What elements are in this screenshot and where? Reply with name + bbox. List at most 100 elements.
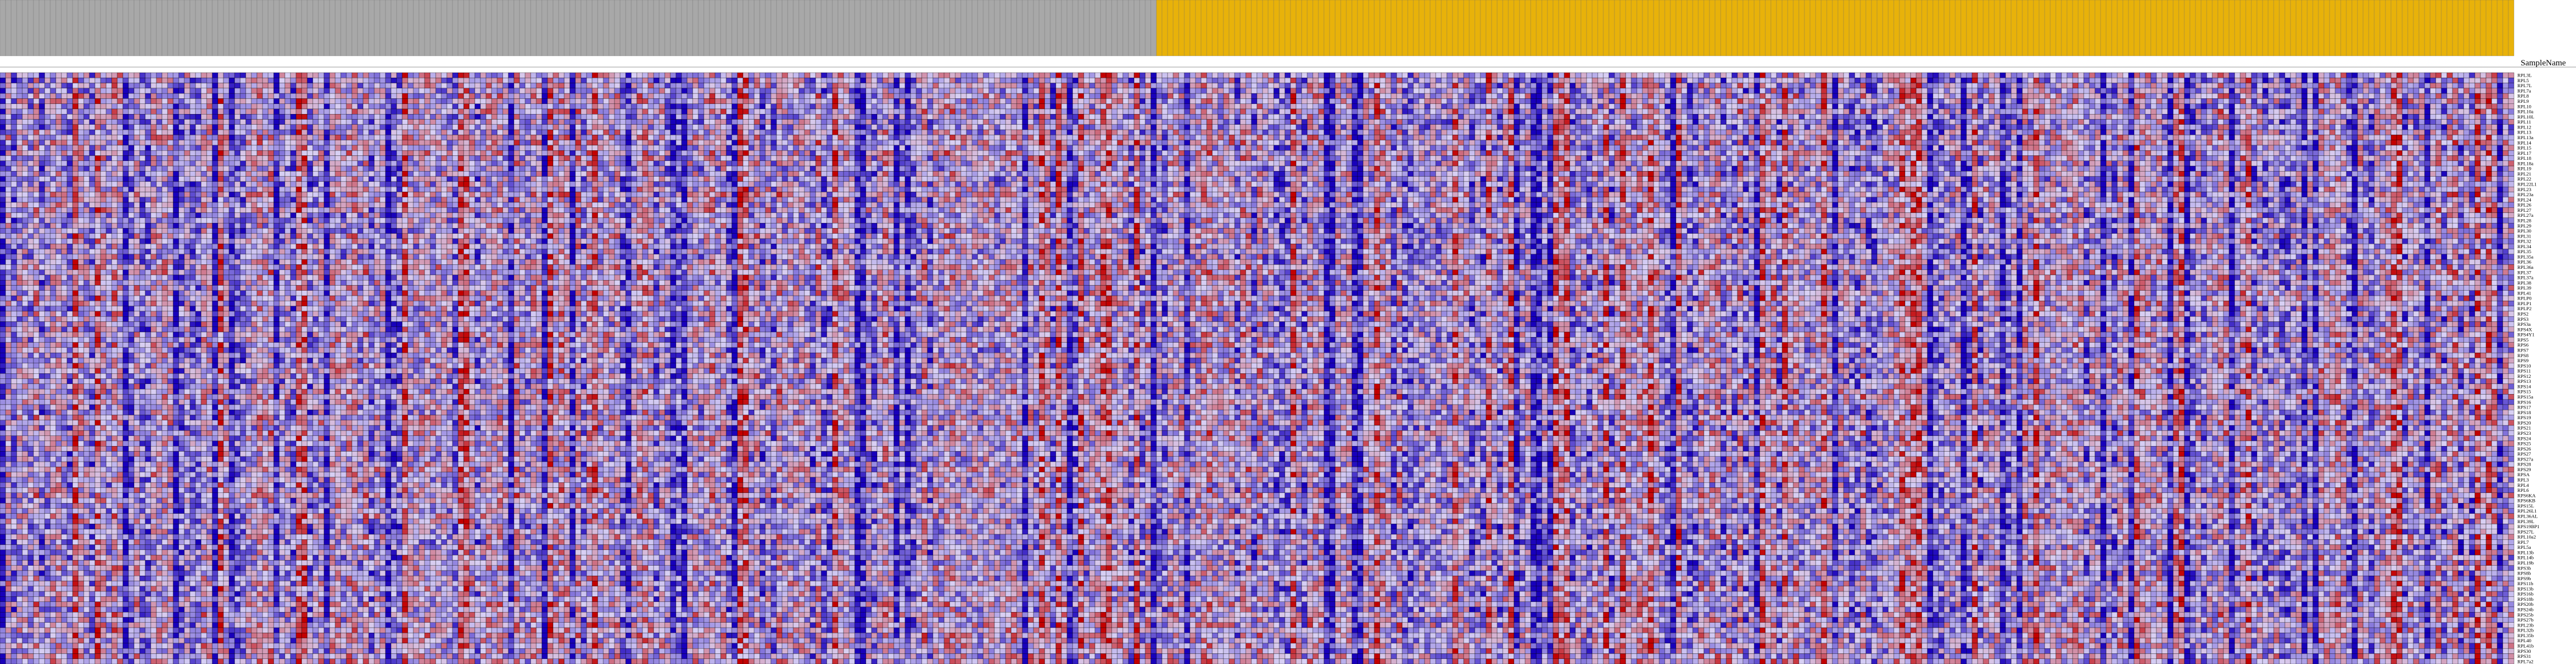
heatmap-cell [838, 73, 844, 78]
heatmap-cell [1162, 73, 1168, 78]
annotation-cell-group-b [1721, 0, 1726, 56]
annotation-cell-group-b [1257, 0, 1263, 56]
annotation-cell-group-a [665, 0, 670, 56]
heatmap-cell [592, 73, 598, 78]
heatmap-cell [682, 73, 687, 78]
annotation-cell-group-a [212, 0, 218, 56]
annotation-cell-group-a [559, 0, 564, 56]
heatmap-cell [84, 78, 89, 83]
annotation-cell-group-b [2201, 0, 2207, 56]
heatmap-cell [2358, 73, 2363, 78]
heatmap-cell [2011, 73, 2017, 78]
heatmap-cell [151, 78, 156, 83]
heatmap-cell [285, 73, 291, 78]
annotation-cell-group-b [2179, 0, 2184, 56]
heatmap-cell [637, 73, 642, 78]
annotation-cell-group-a [397, 0, 402, 56]
heatmap-cell [2212, 73, 2218, 78]
annotation-cell-group-a [380, 0, 385, 56]
heatmap-cell [1799, 73, 1804, 78]
heatmap-cell [793, 73, 799, 78]
annotation-cell-group-a [827, 0, 832, 56]
heatmap-cell [207, 78, 212, 83]
heatmap-cell [469, 73, 475, 78]
annotation-cell-group-a [330, 0, 335, 56]
heatmap-cell [1257, 73, 1263, 78]
heatmap-cell [1771, 73, 1777, 78]
annotation-cell-group-a [318, 0, 324, 56]
annotation-cell-group-a [140, 0, 145, 56]
heatmap-cell [61, 73, 67, 78]
annotation-cell-group-a [1084, 0, 1089, 56]
annotation-cell-group-b [1743, 0, 1749, 56]
heatmap-cell [2050, 73, 2056, 78]
heatmap-cell [1553, 73, 1559, 78]
heatmap-cell [0, 78, 6, 83]
annotation-cell-group-a [419, 0, 425, 56]
annotation-cell-group-a [782, 0, 788, 56]
annotation-cell-group-a [670, 0, 676, 56]
heatmap-cell [1933, 73, 1939, 78]
annotation-cell-group-b [1469, 0, 1475, 56]
heatmap-cell [2436, 73, 2441, 78]
heatmap-cell [1380, 73, 1385, 78]
annotation-cell-group-b [1911, 0, 1916, 56]
annotation-cell-group-a [201, 0, 207, 56]
heatmap-cell [207, 73, 212, 78]
annotation-cell-group-a [872, 0, 877, 56]
heatmap-cell [1346, 73, 1352, 78]
heatmap-cell [1950, 73, 1955, 78]
annotation-cell-group-b [1374, 0, 1380, 56]
annotation-cell-group-a [441, 0, 447, 56]
heatmap-cell [6, 73, 11, 78]
annotation-cell-group-b [1637, 0, 1642, 56]
heatmap-cell [704, 73, 710, 78]
annotation-cell-group-a [89, 0, 95, 56]
heatmap-cell [1788, 73, 1793, 78]
heatmap-cell [67, 73, 73, 78]
annotation-cell-group-a [542, 0, 547, 56]
heatmap-cell [547, 73, 553, 78]
heatmap-cell [2168, 73, 2173, 78]
annotation-cell-group-b [2162, 0, 2168, 56]
heatmap-cell [2095, 73, 2101, 78]
heatmap-cell [162, 73, 168, 78]
annotation-cell-group-b [2263, 0, 2268, 56]
annotation-cell-group-b [2212, 0, 2218, 56]
heatmap-cell [1631, 73, 1637, 78]
annotation-cell-group-b [1989, 0, 1994, 56]
annotation-cell-group-b [1838, 0, 1844, 56]
annotation-cell-group-b [1413, 0, 1419, 56]
heatmap-cell [687, 73, 693, 78]
heatmap-cell [2196, 73, 2201, 78]
heatmap-cell [223, 73, 229, 78]
annotation-cell-group-b [2246, 0, 2251, 56]
annotation-cell-group-b [2251, 0, 2257, 56]
annotation-cell-group-b [2184, 0, 2190, 56]
heatmap-cell [128, 73, 134, 78]
annotation-cell-group-a [866, 0, 872, 56]
heatmap-cell [1028, 73, 1034, 78]
heatmap-cell [1207, 73, 1212, 78]
annotation-cell-group-a [11, 0, 17, 56]
heatmap-cell [2179, 73, 2184, 78]
heatmap-cell [710, 73, 715, 78]
heatmap-cell [994, 73, 1000, 78]
heatmap-cell [821, 73, 827, 78]
heatmap-cell [2503, 73, 2508, 78]
annotation-cell-group-b [1894, 0, 1899, 56]
annotation-cell-group-a [642, 0, 648, 56]
heatmap-cell [1385, 73, 1391, 78]
annotation-cell-group-b [1609, 0, 1615, 56]
heatmap-cell [2374, 73, 2380, 78]
heatmap-cell [1285, 73, 1291, 78]
annotation-cell-group-a [453, 0, 458, 56]
annotation-cell-group-b [1246, 0, 1251, 56]
heatmap-cell [402, 73, 408, 78]
heatmap-cell [1302, 73, 1307, 78]
heatmap-cell [715, 73, 721, 78]
heatmap-cell [1123, 73, 1129, 78]
heatmap-cell [1374, 73, 1380, 78]
heatmap-cell [2151, 73, 2156, 78]
heatmap-cell [67, 78, 73, 83]
